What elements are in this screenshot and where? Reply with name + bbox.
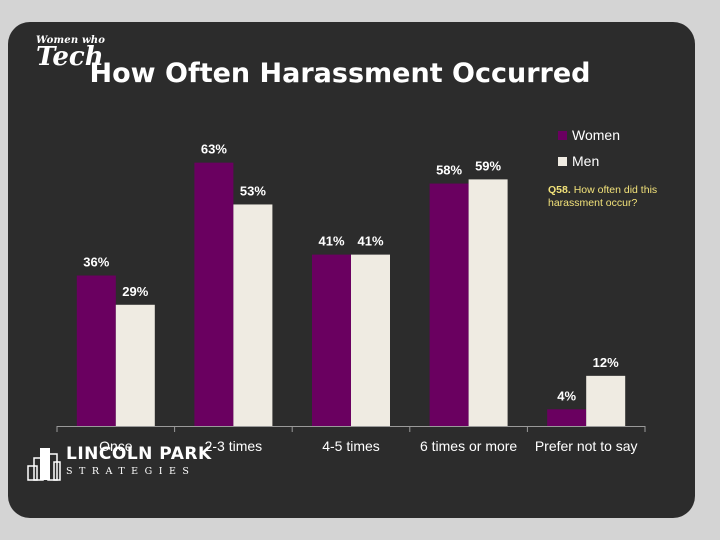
bar-women bbox=[194, 162, 234, 426]
bar-women bbox=[429, 183, 469, 426]
legend-item-women: Women bbox=[558, 122, 620, 148]
x-tick-label: 4-5 times bbox=[322, 438, 380, 454]
page-title: How Often Harassment Occurred bbox=[89, 58, 591, 89]
legend-label-men: Men bbox=[572, 153, 600, 169]
data-label-men: 59% bbox=[475, 158, 501, 173]
legend-swatch-men bbox=[558, 156, 567, 166]
x-tick-label: 6 times or more bbox=[420, 438, 517, 454]
legend-swatch-women bbox=[558, 130, 567, 140]
bar-men bbox=[233, 204, 273, 426]
data-label-women: 4% bbox=[557, 388, 576, 403]
legend: Women Men bbox=[558, 122, 620, 174]
data-label-men: 29% bbox=[122, 284, 148, 299]
bar-women bbox=[547, 409, 587, 426]
women-who-tech-logo: Women who Tech bbox=[36, 35, 106, 72]
legend-label-women: Women bbox=[572, 127, 620, 143]
data-label-women: 36% bbox=[83, 255, 109, 270]
bar-men bbox=[468, 179, 508, 426]
bar-men bbox=[351, 254, 390, 426]
x-tick-label: Once bbox=[99, 438, 133, 454]
data-label-men: 12% bbox=[593, 355, 619, 370]
bar-women bbox=[312, 254, 351, 426]
legend-item-men: Men bbox=[558, 148, 620, 174]
buildings-icon bbox=[27, 448, 61, 481]
bar-men bbox=[586, 375, 626, 426]
question-note: Q58. How often did this harassment occur… bbox=[548, 184, 668, 210]
data-label-women: 58% bbox=[436, 163, 462, 178]
lincoln-park-name: LINCOLN PARK bbox=[66, 444, 212, 464]
lincoln-park-text: LINCOLN PARK STRATEGIES bbox=[66, 444, 212, 477]
bar-women bbox=[76, 275, 116, 426]
data-label-women: 63% bbox=[201, 142, 227, 157]
logo-line1: Women who bbox=[36, 35, 106, 46]
data-label-women: 41% bbox=[318, 234, 344, 249]
question-text: How often did this harassment occur? bbox=[548, 184, 658, 209]
data-label-men: 53% bbox=[240, 183, 266, 198]
lincoln-park-sub: STRATEGIES bbox=[66, 466, 196, 477]
data-label-men: 41% bbox=[357, 234, 383, 249]
logo-line2: Tech bbox=[36, 42, 104, 72]
bar-men bbox=[115, 304, 155, 426]
x-tick-label: 2-3 times bbox=[205, 438, 263, 454]
x-tick-label: Prefer not to say bbox=[535, 438, 638, 454]
question-number: Q58. bbox=[548, 184, 571, 196]
lincoln-park-logo: LINCOLN PARK STRATEGIES bbox=[26, 444, 212, 482]
